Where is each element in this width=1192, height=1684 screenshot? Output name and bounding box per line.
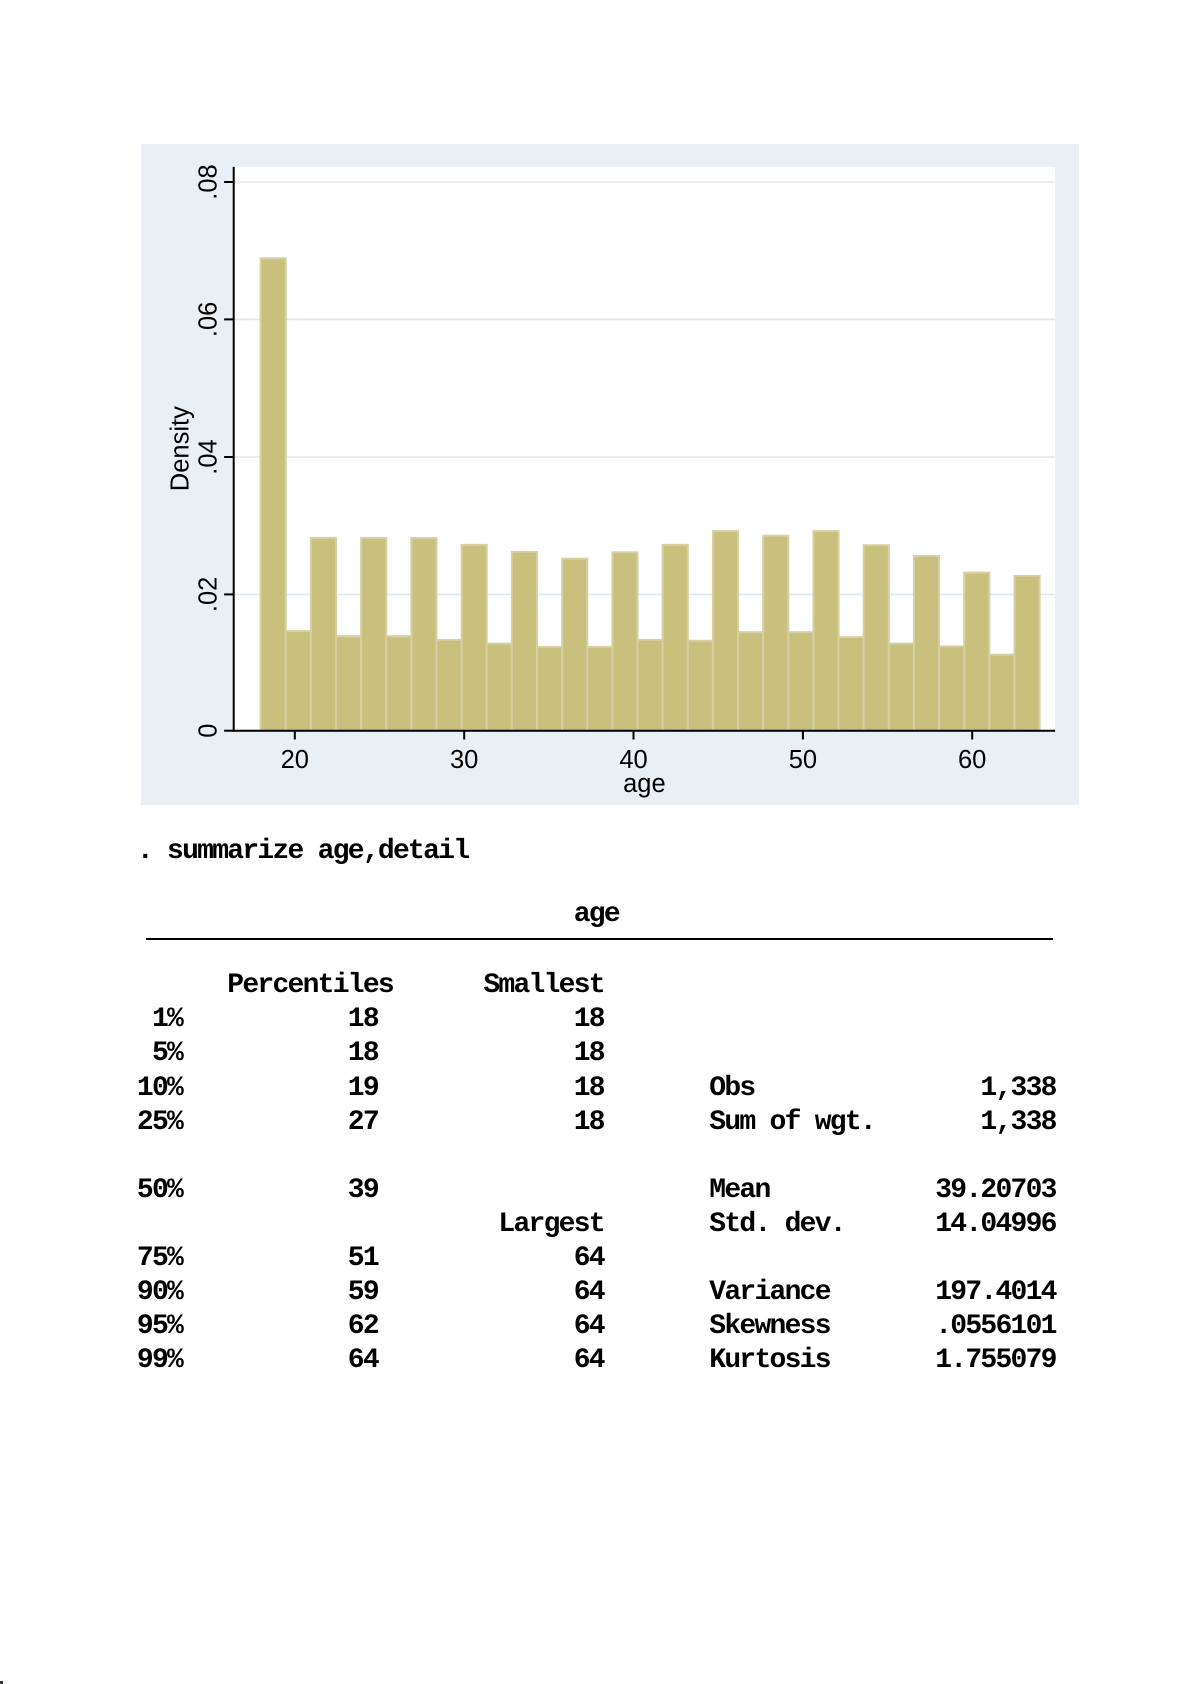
svg-text:30: 30	[450, 746, 478, 774]
svg-text:age: age	[623, 770, 666, 798]
svg-text:.02: .02	[194, 577, 222, 612]
svg-text:20: 20	[281, 746, 309, 774]
svg-text:0: 0	[194, 724, 222, 738]
svg-text:40: 40	[619, 746, 647, 774]
svg-text:50: 50	[789, 746, 817, 774]
svg-text:Density: Density	[167, 406, 195, 491]
svg-text:.06: .06	[194, 302, 222, 337]
svg-text:.04: .04	[194, 439, 222, 474]
svg-text:.08: .08	[194, 164, 222, 199]
svg-text:60: 60	[958, 746, 986, 774]
